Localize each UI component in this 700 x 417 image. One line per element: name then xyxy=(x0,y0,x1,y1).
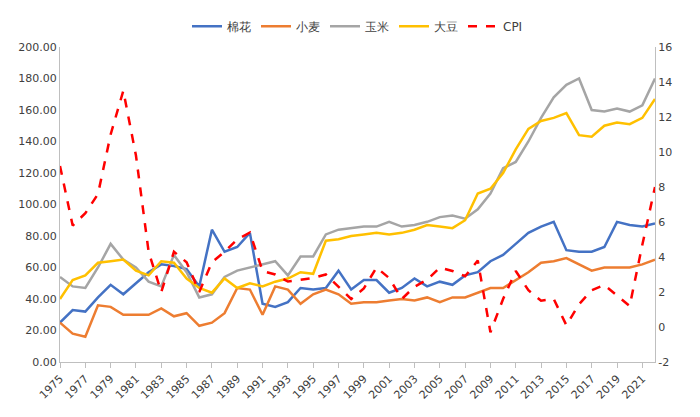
svg-text:20.00: 20.00 xyxy=(25,324,57,337)
svg-text:2013: 2013 xyxy=(518,373,547,402)
svg-text:80.00: 80.00 xyxy=(25,230,57,243)
svg-text:40.00: 40.00 xyxy=(25,293,57,306)
svg-text:2015: 2015 xyxy=(543,373,572,402)
svg-text:2019: 2019 xyxy=(594,373,623,402)
svg-text:2: 2 xyxy=(658,286,665,299)
svg-text:2003: 2003 xyxy=(391,373,420,402)
svg-text:4: 4 xyxy=(658,251,665,264)
svg-text:1999: 1999 xyxy=(341,373,370,402)
svg-text:2021: 2021 xyxy=(619,373,648,402)
svg-text:1981: 1981 xyxy=(113,373,142,402)
svg-text:8: 8 xyxy=(658,181,665,194)
svg-text:0: 0 xyxy=(658,321,665,334)
svg-text:60.00: 60.00 xyxy=(25,261,57,274)
svg-text:2017: 2017 xyxy=(569,373,598,402)
svg-text:2007: 2007 xyxy=(442,373,471,402)
svg-text:棉花: 棉花 xyxy=(227,20,251,34)
svg-text:12: 12 xyxy=(658,111,672,124)
svg-text:1991: 1991 xyxy=(240,373,269,402)
svg-text:120.00: 120.00 xyxy=(18,167,57,180)
svg-text:1987: 1987 xyxy=(189,373,218,402)
svg-text:玉米: 玉米 xyxy=(365,20,389,34)
svg-text:2009: 2009 xyxy=(467,373,496,402)
svg-text:1995: 1995 xyxy=(290,373,319,402)
svg-text:1997: 1997 xyxy=(316,373,345,402)
svg-text:6: 6 xyxy=(658,216,665,229)
svg-text:2001: 2001 xyxy=(366,373,395,402)
svg-text:小麦: 小麦 xyxy=(296,20,320,34)
svg-text:14: 14 xyxy=(658,76,672,89)
svg-text:10: 10 xyxy=(658,146,672,159)
svg-text:140.00: 140.00 xyxy=(18,135,57,148)
svg-text:CPI: CPI xyxy=(503,20,522,34)
svg-text:180.00: 180.00 xyxy=(18,72,57,85)
svg-text:1977: 1977 xyxy=(62,373,91,402)
svg-text:1993: 1993 xyxy=(265,373,294,402)
svg-text:2011: 2011 xyxy=(493,373,522,402)
svg-text:0.00: 0.00 xyxy=(32,356,57,369)
svg-text:1983: 1983 xyxy=(138,373,167,402)
svg-text:200.00: 200.00 xyxy=(18,41,57,54)
svg-text:1979: 1979 xyxy=(88,373,117,402)
svg-text:大豆: 大豆 xyxy=(434,20,458,34)
svg-text:16: 16 xyxy=(658,41,672,54)
svg-text:-2: -2 xyxy=(658,356,669,369)
svg-text:100.00: 100.00 xyxy=(18,198,57,211)
svg-text:2005: 2005 xyxy=(417,373,446,402)
svg-text:1975: 1975 xyxy=(37,373,66,402)
svg-text:1989: 1989 xyxy=(214,373,243,402)
svg-text:1985: 1985 xyxy=(164,373,193,402)
svg-text:160.00: 160.00 xyxy=(18,104,57,117)
